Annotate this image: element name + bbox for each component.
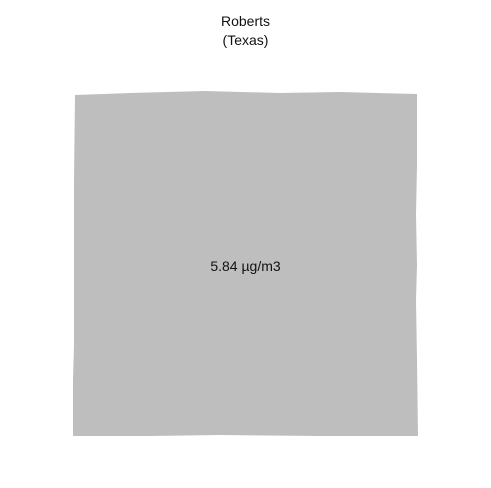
county-value-label: 5.84 µg/m3 xyxy=(0,257,491,275)
